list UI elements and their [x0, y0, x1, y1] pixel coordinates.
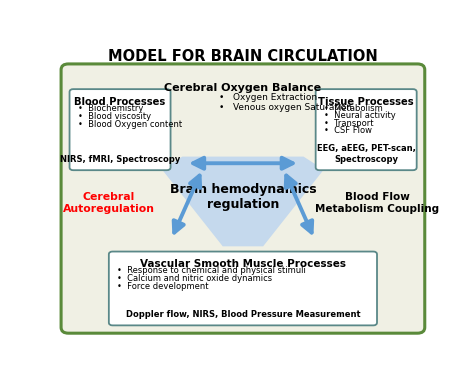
Text: Cerebral Oxygen Balance: Cerebral Oxygen Balance	[164, 83, 321, 93]
Text: •  Calcium and nitric oxide dynamics: • Calcium and nitric oxide dynamics	[117, 274, 273, 283]
Text: Tissue Processes: Tissue Processes	[319, 97, 414, 107]
Text: •  Blood viscosity: • Blood viscosity	[78, 112, 151, 121]
Text: •  Metabolism: • Metabolism	[324, 104, 383, 112]
Text: •  Transport: • Transport	[324, 119, 374, 128]
Text: Vascular Smooth Muscle Processes: Vascular Smooth Muscle Processes	[140, 259, 346, 269]
FancyBboxPatch shape	[61, 64, 425, 333]
Text: Doppler flow, NIRS, Blood Pressure Measurement: Doppler flow, NIRS, Blood Pressure Measu…	[126, 310, 360, 319]
Text: EEG, aEEG, PET-scan,
Spectroscopy: EEG, aEEG, PET-scan, Spectroscopy	[317, 144, 416, 164]
FancyBboxPatch shape	[70, 89, 171, 170]
FancyBboxPatch shape	[316, 89, 417, 170]
FancyBboxPatch shape	[109, 252, 377, 325]
Text: •  Force development: • Force development	[117, 282, 209, 291]
Text: MODEL FOR BRAIN CIRCULATION: MODEL FOR BRAIN CIRCULATION	[108, 49, 378, 64]
Text: •   Venous oxygen Saturation: • Venous oxygen Saturation	[219, 103, 352, 112]
Text: Blood Flow
Metabolism Coupling: Blood Flow Metabolism Coupling	[315, 192, 439, 214]
Text: •   Oxygen Extraction: • Oxygen Extraction	[219, 93, 317, 102]
Text: Brain hemodynamics
regulation: Brain hemodynamics regulation	[170, 183, 316, 211]
Text: Blood Processes: Blood Processes	[74, 97, 166, 107]
Polygon shape	[162, 156, 324, 246]
Text: •  Biochemistry: • Biochemistry	[78, 104, 143, 112]
Text: •  Blood Oxygen content: • Blood Oxygen content	[78, 120, 182, 129]
Text: •  Response to chemical and physical stimuli: • Response to chemical and physical stim…	[117, 266, 306, 275]
Text: •  Neural activity: • Neural activity	[324, 111, 396, 120]
Text: •  CSF Flow: • CSF Flow	[324, 126, 372, 135]
Text: NIRS, fMRI, Spectroscopy: NIRS, fMRI, Spectroscopy	[60, 155, 180, 164]
Text: Cerebral
Autoregulation: Cerebral Autoregulation	[63, 192, 155, 214]
